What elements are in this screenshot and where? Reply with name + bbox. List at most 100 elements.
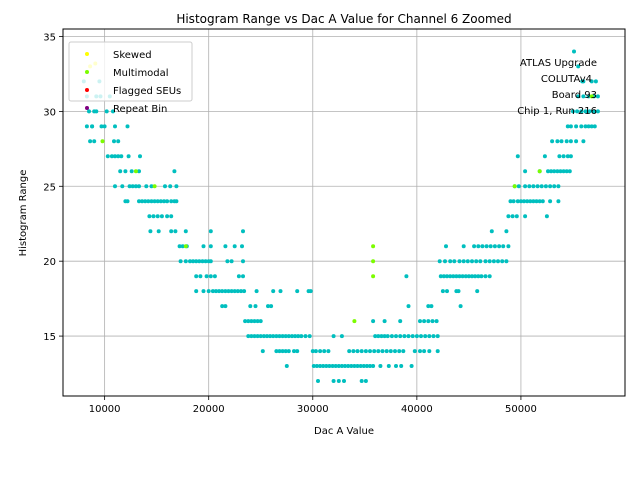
data-point: [152, 199, 157, 204]
data-point: [451, 274, 456, 279]
data-point: [506, 214, 511, 219]
x-tick-label: 30000: [297, 404, 329, 415]
data-point: [212, 274, 217, 279]
data-point: [143, 199, 148, 204]
data-point: [534, 199, 539, 204]
data-point: [589, 124, 594, 129]
data-point: [113, 184, 117, 189]
data-point: [574, 124, 579, 129]
data-point: [271, 289, 276, 294]
data-point: [427, 334, 432, 339]
data-point: [418, 349, 422, 354]
data-point: [431, 334, 436, 339]
data-point: [321, 364, 326, 368]
data-point: [258, 319, 263, 324]
data-point: [437, 259, 442, 264]
data-point: [528, 199, 533, 204]
data-point: [359, 379, 364, 383]
data-point: [591, 109, 596, 114]
data-point: [489, 229, 494, 234]
legend-marker: [85, 52, 89, 56]
data-point: [491, 259, 496, 264]
data-point: [324, 364, 329, 368]
data-point: [371, 274, 376, 279]
data-point: [523, 169, 528, 174]
data-point: [516, 184, 521, 189]
data-point: [398, 319, 403, 324]
data-point: [508, 199, 513, 204]
data-point: [548, 184, 553, 189]
data-point: [358, 364, 363, 368]
data-point: [327, 364, 332, 368]
data-point: [488, 244, 493, 249]
data-point: [492, 244, 497, 249]
data-point: [177, 244, 182, 249]
data-point: [371, 364, 376, 368]
data-point: [90, 124, 95, 129]
data-point: [414, 334, 419, 339]
data-point: [204, 274, 209, 279]
data-point: [174, 199, 179, 204]
data-point: [410, 334, 415, 339]
data-point: [448, 274, 453, 279]
data-point: [346, 364, 351, 368]
data-point: [574, 139, 579, 144]
data-point: [483, 259, 488, 264]
data-point: [487, 259, 492, 264]
data-point: [220, 289, 225, 294]
data-point: [401, 349, 406, 354]
data-point: [382, 319, 387, 324]
data-point: [458, 304, 463, 309]
data-point: [313, 349, 318, 354]
y-tick-label: 25: [43, 182, 56, 193]
data-point: [523, 214, 528, 219]
data-point: [389, 334, 394, 339]
data-point: [368, 364, 372, 368]
data-point: [151, 214, 156, 219]
data-point: [587, 109, 592, 114]
data-point: [523, 184, 528, 189]
data-point: [148, 229, 153, 234]
data-point: [539, 184, 544, 189]
data-point: [203, 259, 208, 264]
data-point: [210, 289, 215, 294]
data-point: [130, 184, 135, 189]
data-point: [581, 139, 586, 144]
data-point: [240, 244, 244, 249]
data-point: [246, 319, 251, 324]
data-point: [429, 304, 434, 309]
data-point: [284, 364, 289, 368]
data-point: [376, 349, 381, 354]
data-point: [568, 139, 573, 144]
data-point: [422, 349, 427, 354]
data-point: [535, 184, 540, 189]
data-point: [318, 364, 323, 368]
data-point: [330, 364, 335, 368]
data-point: [418, 319, 422, 324]
data-point: [595, 94, 600, 99]
data-point: [412, 349, 417, 354]
data-point: [152, 184, 157, 189]
data-point: [460, 274, 465, 279]
data-point: [280, 349, 285, 354]
data-point: [158, 199, 163, 204]
data-point: [299, 334, 304, 339]
data-point: [478, 259, 483, 264]
data-point: [368, 349, 372, 354]
data-point: [286, 334, 291, 339]
data-point: [336, 379, 341, 383]
data-point: [255, 334, 260, 339]
data-point: [552, 169, 557, 174]
data-point: [579, 109, 584, 114]
y-tick-label: 35: [43, 32, 56, 43]
data-point: [466, 274, 471, 279]
data-point: [592, 124, 597, 129]
data-point: [191, 259, 196, 264]
data-point: [474, 259, 479, 264]
data-point: [555, 139, 560, 144]
data-point: [225, 259, 230, 264]
data-point: [316, 379, 320, 383]
data-point: [183, 229, 188, 234]
data-point: [378, 364, 383, 368]
data-point: [156, 229, 161, 234]
